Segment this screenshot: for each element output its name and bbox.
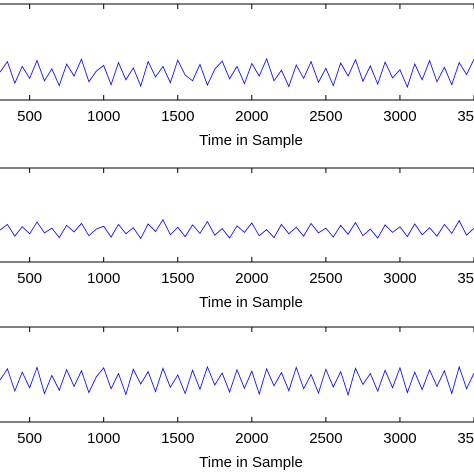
signal-line [0, 57, 474, 89]
x-tick-label: 2500 [309, 270, 342, 287]
x-tick-label: 1000 [87, 108, 120, 125]
x-tick-label: 1000 [87, 430, 120, 447]
x-tick-label: 3500 [457, 108, 474, 125]
x-tick-label: 1500 [161, 430, 194, 447]
x-tick-label: 2000 [235, 270, 268, 287]
x-tick-label: 3500 [457, 270, 474, 287]
x-axis-label: Time in Sample [199, 454, 303, 471]
x-tick-label: 2500 [309, 108, 342, 125]
x-tick-label: 2500 [309, 430, 342, 447]
x-tick-label: 3000 [383, 108, 416, 125]
x-axis-label: Time in Sample [199, 132, 303, 149]
x-tick-label: 3500 [457, 430, 474, 447]
signal-line [0, 365, 474, 397]
x-tick-label: 3000 [383, 430, 416, 447]
x-tick-label: 500 [17, 430, 42, 447]
signal-line [0, 218, 474, 240]
x-tick-label: 500 [17, 108, 42, 125]
x-axis-label: Time in Sample [199, 294, 303, 311]
x-tick-label: 2000 [235, 108, 268, 125]
x-tick-label: 1500 [161, 108, 194, 125]
x-tick-label: 1500 [161, 270, 194, 287]
x-tick-label: 2000 [235, 430, 268, 447]
x-tick-label: 3000 [383, 270, 416, 287]
x-tick-label: 500 [17, 270, 42, 287]
x-tick-label: 1000 [87, 270, 120, 287]
